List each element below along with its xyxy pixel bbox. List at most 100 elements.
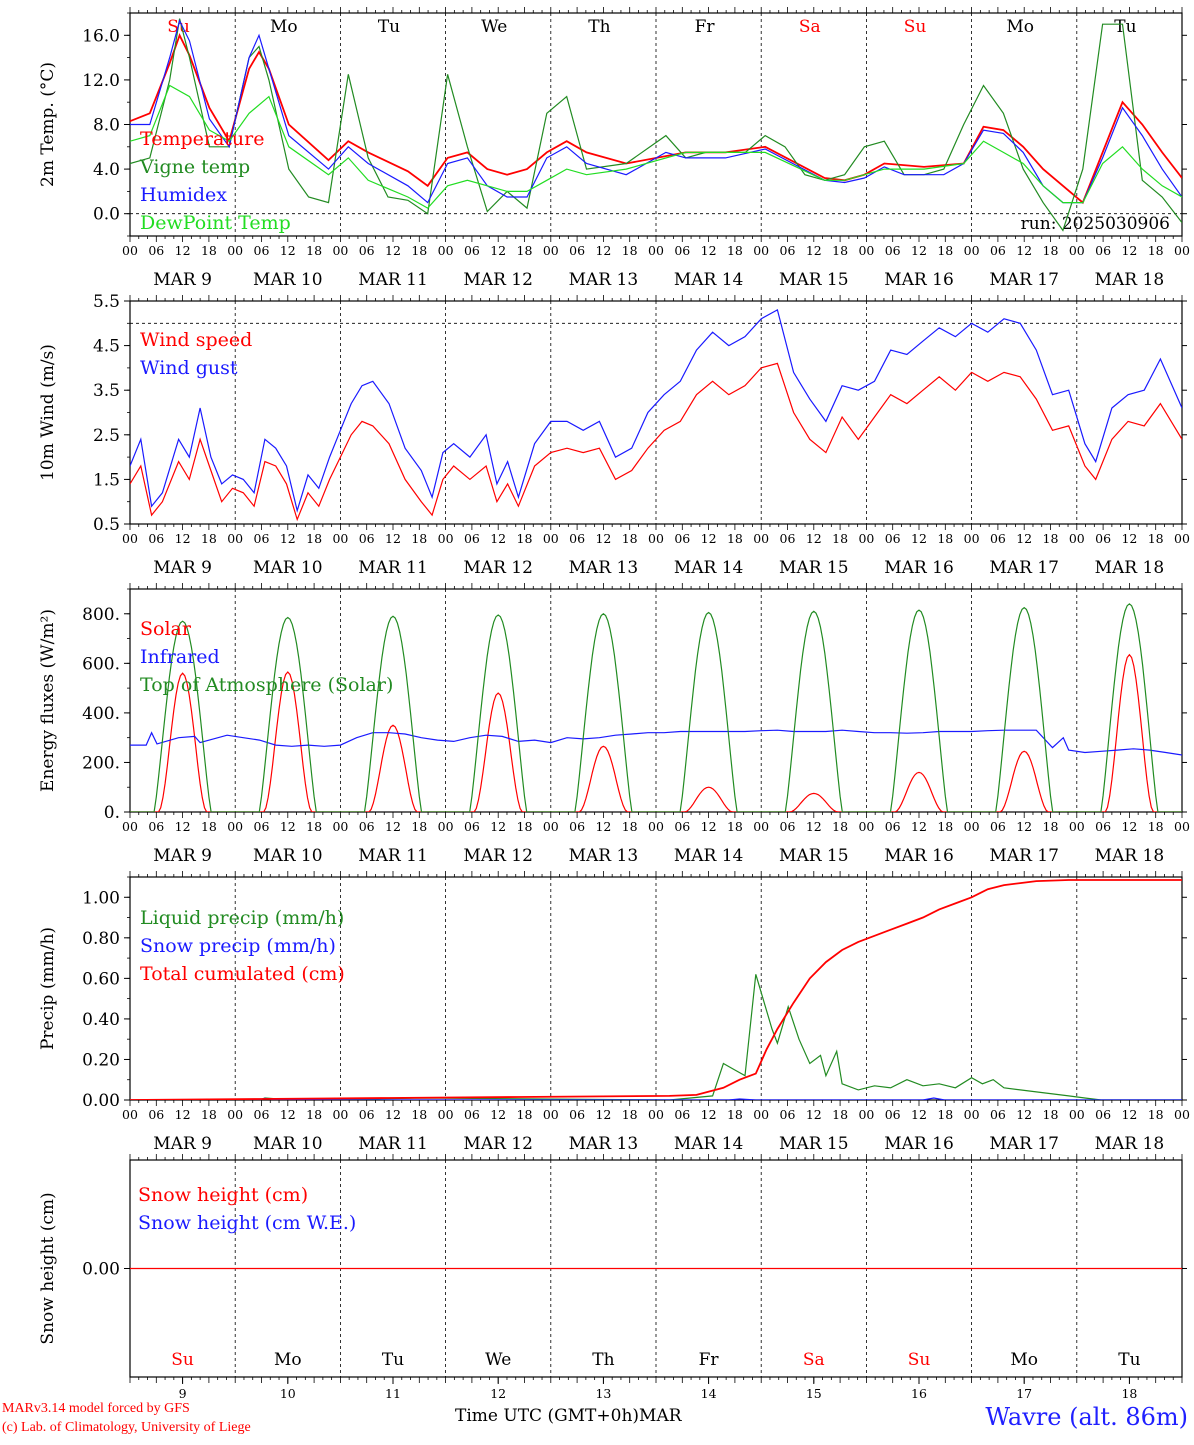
series-line-infrared	[130, 729, 1182, 756]
hour-label: 12	[595, 1107, 611, 1122]
weekday-label: Fr	[699, 1350, 720, 1370]
hour-label: 00	[122, 531, 138, 546]
hour-label: 18	[1043, 531, 1059, 546]
hour-label: 12	[701, 531, 717, 546]
hour-label: 12	[385, 243, 401, 258]
weekday-label: Mo	[1006, 17, 1034, 37]
hour-label: 00	[438, 531, 454, 546]
hour-label: 00	[438, 243, 454, 258]
hour-label: 00	[438, 1107, 454, 1122]
day-number-label: 11	[385, 1386, 401, 1401]
y-tick-label: 200.	[82, 753, 120, 773]
weekday-label: Th	[592, 1350, 614, 1370]
hour-label: 00	[227, 531, 243, 546]
y-tick-label: 0.60	[82, 969, 120, 989]
hour-label: 06	[990, 531, 1006, 546]
hour-label: 12	[175, 819, 191, 834]
hour-label: 06	[990, 819, 1006, 834]
hour-label: 00	[753, 1107, 769, 1122]
date-label: MAR 11	[358, 558, 428, 578]
hour-label: 12	[1016, 819, 1032, 834]
hour-label: 06	[885, 1107, 901, 1122]
plot-frame	[129, 300, 1183, 525]
date-label: MAR 11	[358, 270, 428, 290]
hour-label: 12	[911, 819, 927, 834]
weekday-label: Tu	[1118, 1350, 1140, 1370]
hour-label: 12	[595, 243, 611, 258]
hour-label: 12	[1121, 1107, 1137, 1122]
series-line-liquid-precip-mm-h-	[130, 974, 1182, 1100]
hour-label: 00	[1069, 531, 1085, 546]
hour-label: 00	[1069, 243, 1085, 258]
day-number-label: 17	[1016, 1386, 1032, 1401]
month-label: MAR	[639, 1406, 682, 1426]
hour-label: 18	[832, 819, 848, 834]
hour-label: 00	[648, 819, 664, 834]
hour-label: 12	[1016, 243, 1032, 258]
legend-entry: Snow height (cm)	[138, 1184, 308, 1206]
hour-label: 00	[753, 243, 769, 258]
hour-label: 00	[543, 1107, 559, 1122]
hour-label: 06	[780, 243, 796, 258]
hour-label: 18	[937, 1107, 953, 1122]
series-line-top-of-atmosphere-solar-	[130, 603, 1182, 812]
hour-label: 12	[1016, 1107, 1032, 1122]
date-label: MAR 9	[153, 1134, 212, 1154]
hour-label: 00	[543, 531, 559, 546]
series-line-vigne-temp	[130, 18, 1182, 232]
hour-label: 00	[648, 243, 664, 258]
date-label: MAR 12	[463, 270, 533, 290]
weekday-label: Su	[904, 17, 927, 37]
hour-label: 06	[148, 1107, 164, 1122]
panel-1: 16.0 12.0 8.0 4.0 0.0 2m Temp. (°C) 00 06 12 18 00…	[38, 7, 1190, 290]
legend-entry: DewPoint Temp	[140, 212, 291, 234]
hour-label: 06	[885, 819, 901, 834]
date-label: MAR 16	[884, 270, 954, 290]
weekday-label: Su	[171, 1350, 194, 1370]
hour-label: 12	[701, 819, 717, 834]
day-number-label: 18	[1121, 1386, 1137, 1401]
date-label: MAR 13	[569, 558, 639, 578]
hour-label: 06	[254, 819, 270, 834]
hour-label: 18	[411, 1107, 427, 1122]
hour-label: 12	[701, 243, 717, 258]
date-label: MAR 12	[463, 1134, 533, 1154]
weekday-label: Mo	[274, 1350, 302, 1370]
hour-label: 06	[359, 531, 375, 546]
panel-5: 0.00 Snow height (cm) 9 Su 10 Mo 11 Tu 12 We 13 Th 1…	[38, 1154, 1187, 1401]
legend-entry: Solar	[140, 618, 192, 640]
date-label: MAR 9	[153, 270, 212, 290]
weekday-label: Mo	[1010, 1350, 1038, 1370]
hour-label: 00	[332, 819, 348, 834]
day-number-label: 9	[179, 1386, 187, 1401]
y-tick-label: 400.	[82, 704, 120, 724]
hour-label: 12	[280, 243, 296, 258]
y-tick-label: 8.0	[93, 116, 120, 136]
hour-label: 18	[622, 1107, 638, 1122]
series-line-wind-gust	[130, 309, 1182, 513]
time-axis-text: Time UTC (GMT+0h)	[455, 1406, 640, 1426]
hour-label: 18	[727, 243, 743, 258]
hour-label: 12	[175, 531, 191, 546]
hour-label: 18	[1148, 819, 1164, 834]
hour-label: 18	[622, 531, 638, 546]
day-number-label: 10	[280, 1386, 296, 1401]
hour-label: 18	[517, 819, 533, 834]
hour-label: 18	[201, 1107, 217, 1122]
hour-label: 06	[148, 531, 164, 546]
hour-label: 00	[332, 1107, 348, 1122]
hour-label: 18	[411, 819, 427, 834]
hour-label: 06	[569, 1107, 585, 1122]
date-label: MAR 18	[1095, 1134, 1165, 1154]
hour-label: 00	[1174, 1107, 1190, 1122]
series-line-dewpoint-temp	[130, 84, 1182, 209]
hour-label: 00	[543, 243, 559, 258]
hour-label: 06	[1095, 531, 1111, 546]
hour-label: 18	[622, 243, 638, 258]
legend-entry: Liquid precip (mm/h)	[140, 907, 344, 929]
lab-credit: (c) Lab. of Climatology, University of L…	[2, 1420, 251, 1435]
hour-label: 06	[359, 1107, 375, 1122]
hour-label: 12	[490, 531, 506, 546]
hour-label: 00	[964, 531, 980, 546]
